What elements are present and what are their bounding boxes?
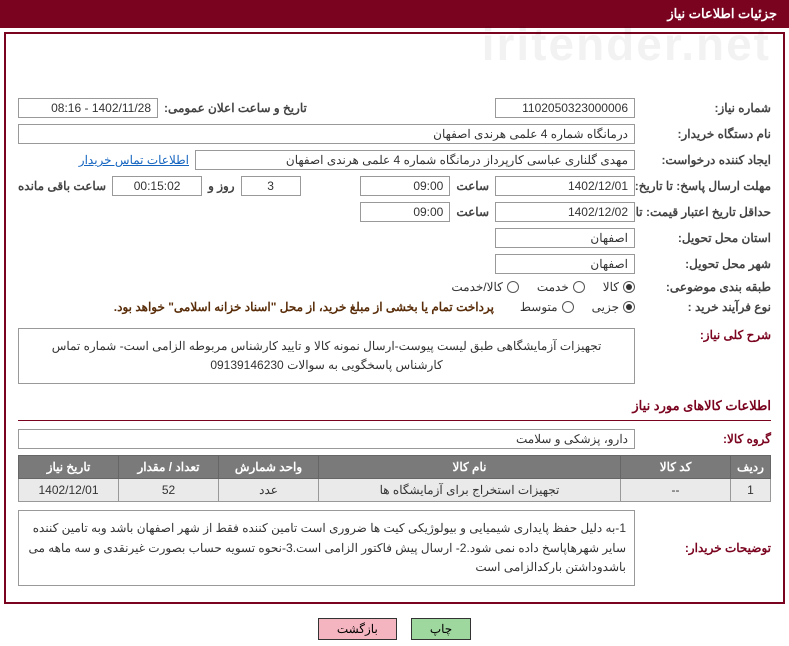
- th-idx: ردیف: [731, 456, 771, 479]
- field-deadline-date: 1402/12/01: [495, 176, 635, 196]
- label-buyer-notes: توضیحات خریدار:: [641, 541, 771, 555]
- label-deadline-time: ساعت: [456, 179, 489, 193]
- radio-both[interactable]: [507, 281, 519, 293]
- overall-desc-box: تجهیزات آزمایشگاهی طبق لیست پیوست-ارسال …: [18, 328, 635, 384]
- label-validity-time: ساعت: [456, 205, 489, 219]
- label-category: طبقه بندی موضوعی:: [641, 280, 771, 294]
- field-province: اصفهان: [495, 228, 635, 248]
- label-buyer-org: نام دستگاه خریدار:: [641, 127, 771, 141]
- field-requester: مهدی گلناری عباسی کارپرداز درمانگاه شمار…: [195, 150, 635, 170]
- th-date: تاریخ نیاز: [19, 456, 119, 479]
- radio-goods[interactable]: [623, 281, 635, 293]
- radio-minor-label: جزیی: [592, 300, 619, 314]
- radio-medium-label: متوسط: [520, 300, 558, 314]
- label-deadline: مهلت ارسال پاسخ: تا تاریخ:: [641, 179, 771, 193]
- td-unit: عدد: [219, 479, 319, 502]
- th-name: نام کالا: [319, 456, 621, 479]
- page-header: جزئیات اطلاعات نیاز: [0, 0, 789, 28]
- field-req-no: 1102050323000006: [495, 98, 635, 118]
- label-requester: ایجاد کننده درخواست:: [641, 153, 771, 167]
- back-button[interactable]: بازگشت: [318, 618, 397, 640]
- th-unit: واحد شمارش: [219, 456, 319, 479]
- purchase-type-radio-group: جزیی متوسط: [520, 300, 635, 314]
- label-city: شهر محل تحویل:: [641, 257, 771, 271]
- th-code: کد کالا: [621, 456, 731, 479]
- label-days: روز و: [208, 179, 235, 193]
- field-validity-time: 09:00: [360, 202, 450, 222]
- td-idx: 1: [731, 479, 771, 502]
- goods-section-title: اطلاعات کالاهای مورد نیاز: [18, 392, 771, 421]
- buyer-notes-box: 1-به دلیل حفظ پایداری شیمیایی و بیولوژیک…: [18, 510, 635, 586]
- label-remaining: ساعت باقی مانده: [18, 179, 106, 193]
- button-row: چاپ بازگشت: [0, 608, 789, 646]
- payment-note: پرداخت تمام یا بخشی از مبلغ خرید، از محل…: [114, 300, 494, 314]
- td-date: 1402/12/01: [19, 479, 119, 502]
- field-countdown-days: 3: [241, 176, 301, 196]
- field-validity-date: 1402/12/02: [495, 202, 635, 222]
- print-button[interactable]: چاپ: [411, 618, 471, 640]
- page-title: جزئیات اطلاعات نیاز: [667, 6, 777, 21]
- field-countdown-clock: 00:15:02: [112, 176, 202, 196]
- td-code: --: [621, 479, 731, 502]
- label-req-no: شماره نیاز:: [641, 101, 771, 115]
- label-validity: حداقل تاریخ اعتبار قیمت: تا تاریخ:: [641, 205, 771, 219]
- td-name: تجهیزات استخراج برای آزمایشگاه ها: [319, 479, 621, 502]
- label-province: استان محل تحویل:: [641, 231, 771, 245]
- field-goods-group: دارو، پزشکی و سلامت: [18, 429, 635, 449]
- label-announce-date: تاریخ و ساعت اعلان عمومی:: [164, 101, 307, 115]
- radio-service-label: خدمت: [537, 280, 569, 294]
- radio-minor[interactable]: [623, 301, 635, 313]
- buyer-contact-link[interactable]: اطلاعات تماس خریدار: [79, 153, 189, 167]
- main-panel: iritender.net شماره نیاز: 11020503230000…: [4, 32, 785, 604]
- radio-medium[interactable]: [562, 301, 574, 313]
- label-purchase-type: نوع فرآیند خرید :: [641, 300, 771, 314]
- radio-goods-label: کالا: [603, 280, 619, 294]
- radio-service[interactable]: [573, 281, 585, 293]
- field-buyer-org: درمانگاه شماره 4 علمی هرندی اصفهان: [18, 124, 635, 144]
- field-announce-date: 1402/11/28 - 08:16: [18, 98, 158, 118]
- label-goods-group: گروه کالا:: [641, 432, 771, 446]
- category-radio-group: کالا خدمت کالا/خدمت: [451, 280, 635, 294]
- field-city: اصفهان: [495, 254, 635, 274]
- radio-both-label: کالا/خدمت: [451, 280, 502, 294]
- goods-table: ردیف کد کالا نام کالا واحد شمارش تعداد /…: [18, 455, 771, 502]
- td-qty: 52: [119, 479, 219, 502]
- th-qty: تعداد / مقدار: [119, 456, 219, 479]
- label-overall-desc: شرح کلی نیاز:: [641, 328, 771, 342]
- table-row: 1 -- تجهیزات استخراج برای آزمایشگاه ها ع…: [19, 479, 771, 502]
- field-deadline-time: 09:00: [360, 176, 450, 196]
